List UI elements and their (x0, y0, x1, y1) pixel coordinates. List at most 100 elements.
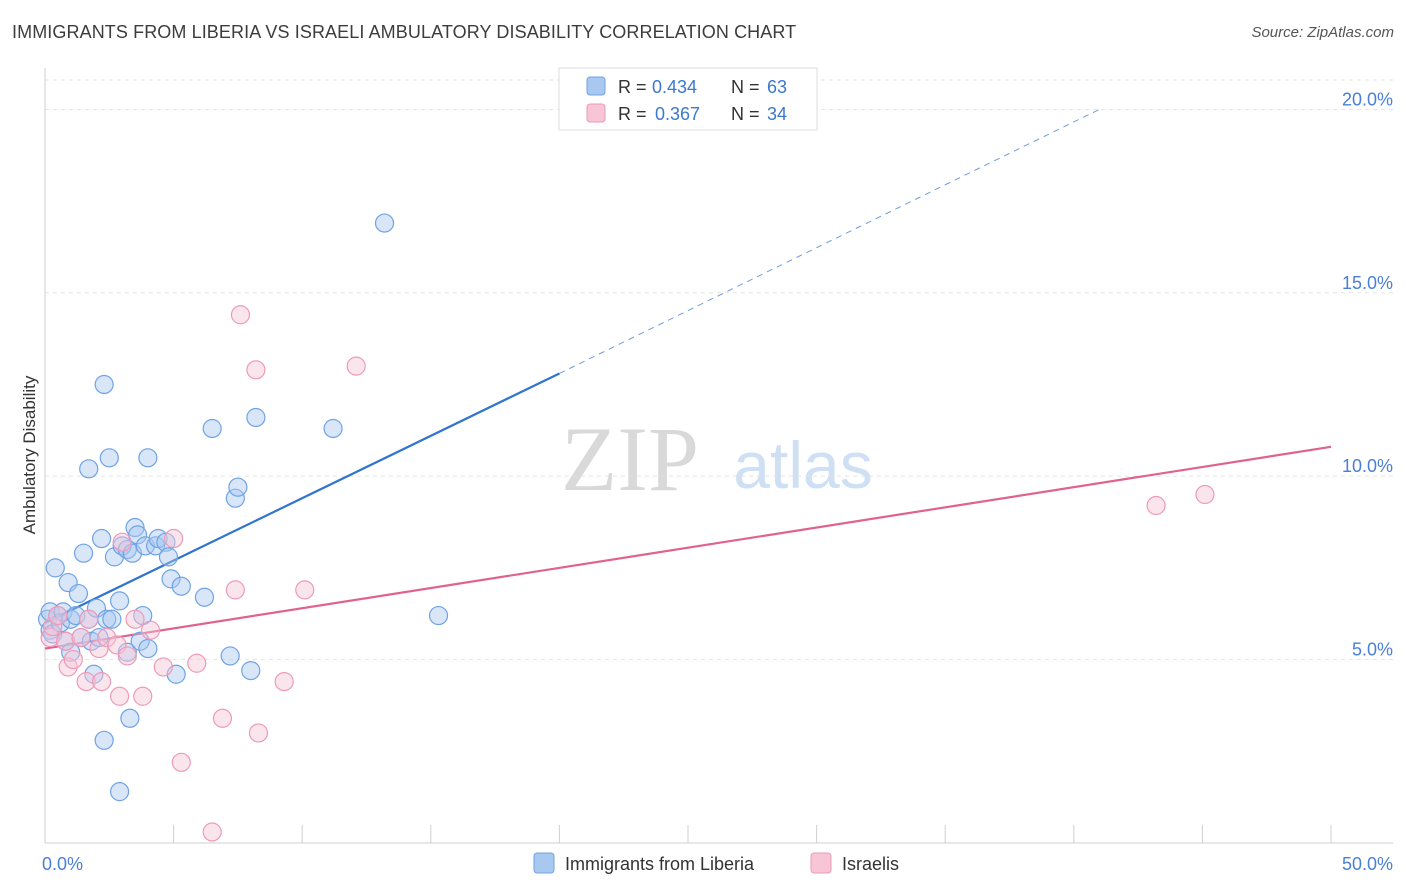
point-s1-24 (212, 708, 233, 728)
y-tick-label-1: 10.0% (1342, 456, 1393, 476)
point-s0-54 (228, 477, 248, 497)
point-s1-30 (295, 580, 315, 600)
x-tick-label-1: 50.0% (1342, 854, 1393, 874)
trend-line-s0 (44, 372, 560, 624)
y-axis-title: Ambulatory Disability (20, 375, 39, 534)
point-s0-55 (241, 660, 261, 681)
point-s0-41 (138, 638, 158, 659)
point-s0-37 (127, 525, 148, 545)
point-s1-18 (140, 620, 161, 640)
point-s1-25 (225, 580, 245, 600)
legend-n-label-1: N = (731, 104, 760, 124)
point-s1-14 (112, 532, 132, 552)
point-s1-10 (91, 671, 112, 692)
legend-swatch-israelis-bottom (810, 852, 832, 874)
point-s0-13 (68, 583, 89, 604)
x-tick-label-0: 0.0% (42, 854, 83, 874)
point-s0-10 (61, 642, 81, 662)
legend-swatch-israelis (586, 103, 606, 123)
point-s0-47 (161, 569, 181, 589)
y-tick-label-2: 15.0% (1342, 273, 1393, 293)
legend-r-label-0: R = (618, 77, 647, 97)
point-s1-1 (43, 616, 63, 637)
watermark: ZIP atlas (561, 408, 873, 510)
point-s0-36 (125, 517, 145, 538)
trend-lines (44, 108, 1332, 650)
point-s1-17 (133, 686, 153, 706)
point-s0-51 (202, 418, 222, 439)
point-s0-26 (99, 448, 119, 468)
y-tick-label-3: 20.0% (1342, 89, 1393, 109)
point-s0-43 (145, 536, 166, 556)
point-s1-6 (71, 627, 91, 648)
point-s0-46 (158, 547, 179, 567)
trend-extension-s0 (559, 108, 1100, 374)
chart-title: IMMIGRANTS FROM LIBERIA VS ISRAELI AMBUL… (12, 22, 797, 42)
point-s0-19 (84, 664, 104, 684)
point-s0-22 (91, 528, 112, 549)
point-s1-5 (63, 649, 83, 670)
point-s1-33 (1195, 484, 1215, 505)
point-s0-52 (220, 646, 240, 666)
point-s1-28 (248, 723, 269, 743)
point-s0-17 (79, 459, 99, 479)
point-s1-2 (48, 605, 68, 626)
point-s0-29 (109, 782, 130, 802)
point-s1-9 (89, 638, 109, 659)
point-s0-58 (374, 213, 395, 233)
point-s1-11 (97, 627, 117, 648)
point-s1-20 (164, 528, 184, 549)
point-s0-15 (73, 543, 94, 563)
point-s1-21 (171, 752, 191, 772)
point-s1-27 (246, 360, 266, 380)
point-s0-4 (45, 558, 65, 578)
point-s1-19 (153, 657, 173, 677)
legend-r-value-0: 0.434 (652, 77, 697, 97)
point-s1-15 (117, 646, 137, 666)
point-s0-56 (246, 407, 266, 428)
point-s0-23 (94, 730, 114, 750)
point-s0-59 (428, 605, 449, 626)
point-s0-27 (102, 609, 122, 629)
point-s0-30 (109, 591, 130, 611)
point-s1-23 (202, 822, 222, 842)
point-s1-3 (55, 631, 76, 651)
point-s1-16 (125, 609, 145, 629)
legend-swatch-liberia-bottom (533, 852, 555, 874)
axes (44, 68, 1393, 844)
point-s0-50 (194, 587, 215, 607)
stats-legend: R = 0.434 N = 63 R = 0.367 N = 34 (558, 67, 818, 131)
y-tick-label-0: 5.0% (1352, 640, 1393, 660)
point-s1-31 (346, 356, 366, 376)
watermark-atlas: atlas (733, 428, 872, 502)
point-s0-42 (138, 448, 158, 468)
point-s0-34 (120, 708, 140, 728)
point-s0-57 (323, 418, 343, 439)
legend-n-value-0: 63 (767, 77, 787, 97)
legend-n-value-1: 34 (767, 104, 787, 124)
point-s0-7 (53, 602, 73, 622)
point-s1-29 (274, 671, 294, 692)
point-s1-8 (79, 609, 99, 629)
point-s0-24 (94, 374, 114, 395)
watermark-zip: ZIP (561, 408, 699, 510)
legend-series-liberia: Immigrants from Liberia (565, 854, 755, 874)
source-label: Source: ZipAtlas.com (1251, 24, 1394, 41)
point-s0-53 (225, 488, 245, 508)
legend-series-israelis: Israelis (842, 854, 899, 874)
point-s0-49 (171, 576, 191, 596)
legend-n-label-0: N = (731, 77, 760, 97)
point-s1-22 (187, 653, 207, 673)
point-s1-32 (1146, 495, 1166, 516)
legend-r-label-1: R = (618, 104, 647, 124)
legend-swatch-liberia (586, 76, 606, 96)
point-s1-0 (40, 627, 60, 648)
tick-labels: 5.0% 10.0% 15.0% 20.0% 0.0% 50.0% (42, 89, 1393, 874)
legend-r-value-1: 0.367 (655, 104, 700, 124)
series-legend: Immigrants from Liberia Israelis (533, 852, 899, 874)
point-s1-7 (76, 671, 96, 692)
data-points (37, 213, 1215, 842)
point-s1-13 (109, 686, 130, 706)
trend-line-s1 (44, 445, 1332, 650)
